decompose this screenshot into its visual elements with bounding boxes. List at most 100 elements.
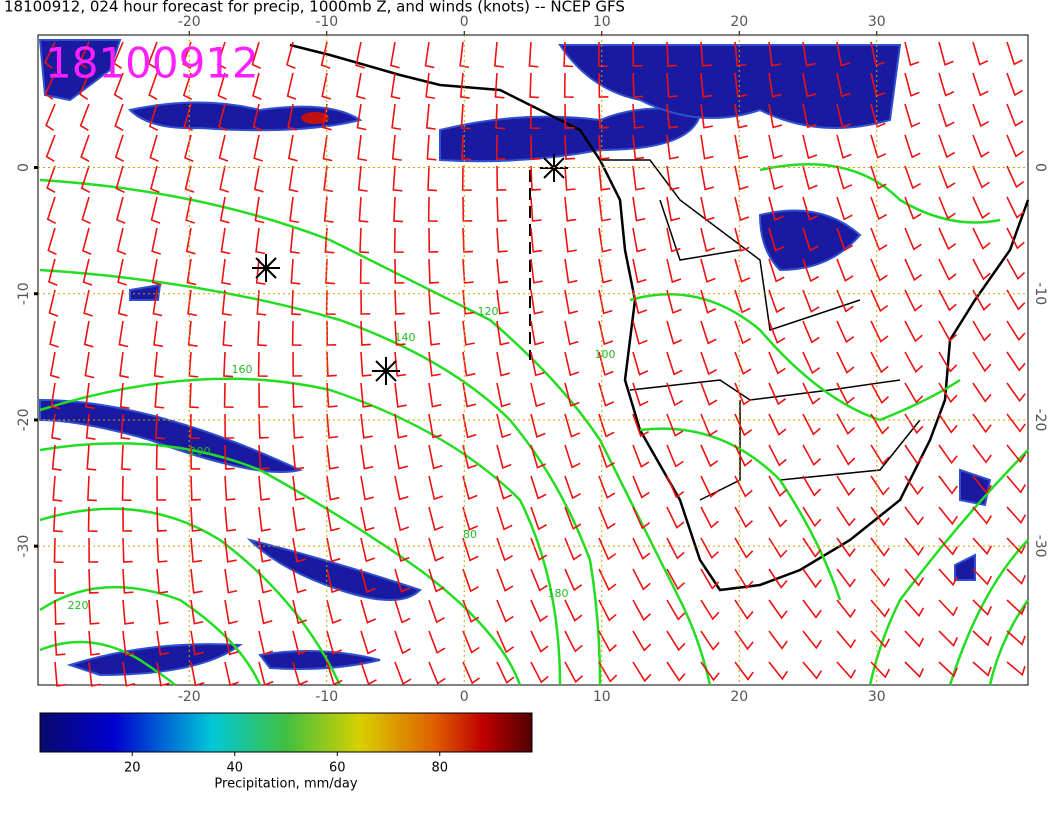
wind-barb: [972, 227, 991, 250]
wind-barb: [802, 227, 819, 252]
wind-barb: [904, 382, 924, 404]
wind-barb: [598, 599, 617, 622]
wind-barb: [425, 103, 436, 130]
wind-barb: [153, 351, 164, 378]
wind-barb: [360, 537, 376, 563]
wind-barb: [836, 351, 855, 374]
wind-barb: [632, 165, 645, 191]
wind-barb: [1006, 72, 1024, 97]
wind-barb: [870, 444, 890, 466]
wind-barb: [836, 475, 856, 497]
wind-barb: [700, 382, 718, 406]
wind-barb: [122, 630, 135, 656]
lon-tick-label: -10: [315, 689, 338, 705]
wind-barb: [904, 165, 922, 190]
wind-barb: [85, 413, 96, 440]
wind-barb: [496, 320, 510, 346]
wind-barb: [632, 630, 652, 652]
wind-barb: [88, 568, 99, 594]
wind-barb: [802, 475, 822, 497]
wind-barb: [938, 537, 959, 556]
wind-barb: [938, 258, 957, 281]
wind-barb: [83, 320, 94, 348]
wind-barb: [462, 320, 475, 346]
wind-barb: [972, 351, 992, 373]
wind-barb: [151, 227, 161, 255]
contour-label: 120: [478, 305, 499, 318]
wind-barb: [802, 630, 822, 650]
wind-barb: [155, 413, 165, 440]
wind-barb: [666, 630, 686, 652]
wind-barb: [666, 196, 681, 222]
wind-barb: [734, 351, 752, 375]
wind-barb: [54, 599, 65, 625]
wind-barb: [326, 351, 337, 377]
wind-barb: [768, 413, 787, 436]
colorbar: [39, 712, 533, 753]
wind-barb: [870, 196, 888, 221]
wind-barb: [530, 630, 549, 653]
wind-barb: [360, 630, 377, 655]
wind-barb: [700, 413, 718, 437]
wind-barb: [530, 599, 549, 623]
wind-barb: [82, 258, 93, 286]
wind-barb: [700, 599, 720, 621]
wind-barb: [904, 320, 923, 343]
wind-barb: [189, 413, 200, 440]
wind-barb: [355, 72, 366, 100]
wind-barb: [529, 103, 540, 129]
wind-barb: [359, 258, 370, 285]
wind-barb: [428, 413, 442, 439]
wind-barb: [428, 320, 441, 346]
wind-barb: [598, 258, 613, 284]
wind-barb: [598, 165, 611, 191]
wind-barb: [189, 382, 199, 409]
wind-barb: [598, 227, 612, 253]
wind-barb: [734, 661, 754, 681]
wind-barb: [836, 506, 856, 527]
wind-barb: [255, 258, 266, 285]
colorbar-tick-label: 20: [124, 761, 141, 776]
wind-barb: [496, 630, 515, 654]
wind-barb: [323, 196, 334, 223]
wind-barb: [768, 165, 784, 191]
wind-barb: [632, 227, 647, 253]
wind-barb: [734, 320, 752, 345]
wind-barb: [1006, 382, 1026, 403]
wind-barb: [666, 382, 683, 407]
wind-barb: [530, 196, 542, 222]
wind-barb: [1006, 506, 1027, 525]
wind-barb: [219, 165, 229, 193]
wind-barb: [114, 103, 124, 132]
wind-barb: [462, 444, 478, 470]
wind-barb: [870, 289, 889, 313]
wind-barb: [459, 72, 470, 99]
wind-barb: [1006, 41, 1023, 66]
wind-barb: [598, 72, 609, 98]
wind-barb: [224, 630, 239, 656]
wind-barb: [666, 537, 685, 560]
map-area: 18100912 160 140 120 100 80 200 220 180: [37, 34, 1030, 687]
wind-barb: [496, 506, 513, 531]
wind-barb: [224, 444, 235, 470]
wind-barb: [870, 227, 888, 251]
wind-barb: [49, 351, 60, 379]
wind-barb: [86, 444, 97, 471]
wind-barb: [700, 444, 719, 468]
wind-barb: [734, 289, 751, 314]
wind-barb: [598, 103, 610, 129]
wind-barb: [530, 475, 547, 500]
wind-barb: [427, 196, 438, 222]
wind-barb: [219, 196, 230, 224]
wind-barb: [156, 537, 168, 563]
wind-barb: [700, 351, 717, 376]
wind-barb: [904, 196, 922, 220]
wind-barb: [768, 506, 788, 528]
wind-barb: [564, 289, 579, 315]
wind-barb: [768, 444, 787, 467]
wind-barb: [734, 103, 748, 129]
colorbar-tick-label: 60: [329, 761, 346, 776]
wind-barb: [972, 134, 990, 158]
wind-barb: [734, 196, 750, 222]
wind-barb: [461, 165, 472, 191]
